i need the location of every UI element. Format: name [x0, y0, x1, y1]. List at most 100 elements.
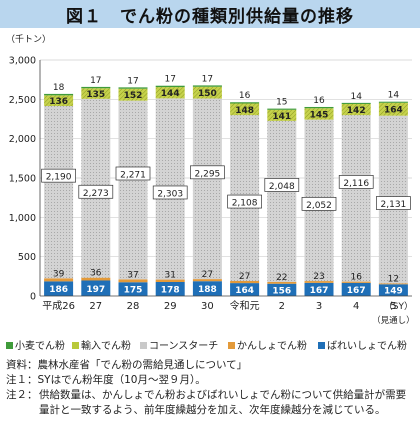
- title-bar: [0, 0, 420, 28]
- y-tick-label: 500: [18, 252, 36, 263]
- bar-segment-potato: [81, 280, 111, 296]
- bar-segment-potato: [304, 282, 334, 296]
- data-label-box-cornstarch: [301, 196, 337, 211]
- data-label-box-cornstarch: [152, 185, 188, 200]
- bar-segment-sweet-potato: [341, 281, 371, 283]
- bar-segment-potato: [155, 281, 185, 296]
- bar-segment-wheat: [192, 85, 222, 87]
- data-label-wheat: 18: [53, 83, 65, 93]
- data-label-imported: 142: [347, 106, 366, 116]
- x-tick-label: 2: [279, 301, 285, 312]
- data-label-sweet-potato: 23: [313, 272, 324, 282]
- y-tick-label: 1,000: [9, 213, 36, 224]
- data-label-box-cornstarch: [41, 168, 76, 183]
- bar-segment-wheat: [304, 106, 334, 109]
- bar-segment-sweet-potato: [267, 281, 297, 284]
- bar-segment-sweet-potato: [230, 280, 260, 284]
- bar-segment-wheat: [44, 93, 74, 96]
- data-label-imported: 135: [86, 90, 105, 100]
- data-label-potato: 178: [161, 285, 180, 295]
- data-label-wheat: 15: [276, 98, 287, 108]
- bar-segment-sweet-potato: [118, 279, 148, 283]
- bar-segment-cornstarch: [267, 120, 297, 282]
- legend-item-potato: ばれいしょでん粉: [318, 337, 407, 352]
- bar-segment-wheat: [230, 102, 260, 104]
- note-2-head: 注２：: [6, 389, 38, 401]
- data-label-potato: 197: [86, 285, 105, 295]
- x-tick-label: 平成26: [42, 300, 75, 312]
- chart-title: 図１ でん粉の種類別供給量の推移: [66, 7, 354, 27]
- y-tick-label: 0: [30, 292, 36, 303]
- note-1: 注１：SYはでん粉年度（10月～翌９月）。: [6, 374, 206, 386]
- data-label-wheat: 17: [127, 76, 138, 86]
- data-label-cornstarch: 2,116: [343, 179, 369, 189]
- data-label-wheat: 14: [388, 91, 400, 101]
- y-tick-label: 1,500: [9, 174, 36, 185]
- bar-segment-imported: [341, 103, 371, 116]
- legend-swatch: [318, 342, 325, 349]
- bar-segment-potato: [44, 281, 74, 296]
- bar-segment-sweet-potato: [378, 283, 408, 285]
- data-label-potato: 167: [347, 286, 366, 296]
- data-label-sweet-potato: 16: [350, 273, 362, 283]
- data-label-imported: 164: [384, 106, 403, 116]
- data-label-cornstarch: 2,190: [46, 173, 72, 183]
- data-label-wheat: 16: [239, 91, 251, 101]
- data-label-cornstarch: 2,048: [269, 182, 295, 192]
- bar-segment-cornstarch: [118, 100, 148, 280]
- data-label-box-cornstarch: [264, 178, 300, 192]
- source-note: 資料：農林水産省「でん粉の需給見通しについて」: [6, 359, 248, 371]
- stacked-bar-chart: 186392,19013618197362,27313517175372,271…: [6, 34, 415, 326]
- bar-segment-imported: [44, 95, 74, 107]
- data-label-sweet-potato: 22: [276, 273, 287, 283]
- data-label-imported: 136: [49, 97, 68, 107]
- bar-segment-sweet-potato: [304, 281, 334, 283]
- bar-segment-potato: [341, 282, 371, 296]
- bar-segment-wheat: [341, 102, 371, 104]
- bar-segment-imported: [267, 109, 297, 121]
- bar-segment-wheat: [378, 101, 408, 103]
- x-tick-label: 3: [316, 301, 322, 312]
- bar-segment-potato: [230, 283, 260, 296]
- data-label-imported: 144: [161, 89, 180, 99]
- y-tick-label: 2,000: [9, 134, 36, 145]
- legend-item-imported: 輸入でん粉: [72, 337, 131, 352]
- note-2-body: 供給数量は、かんしょでん粉およびばれいしょでん粉について供給量計が需要量計と一致…: [39, 389, 407, 416]
- data-label-imported: 145: [310, 110, 329, 120]
- data-label-imported: 152: [124, 91, 143, 101]
- legend-swatch: [228, 342, 235, 349]
- data-label-cornstarch: 2,271: [120, 170, 146, 180]
- data-label-cornstarch: 2,052: [306, 201, 332, 211]
- data-label-wheat: 17: [202, 74, 213, 84]
- bar-segment-potato: [378, 284, 408, 296]
- data-label-cornstarch: 2,108: [232, 199, 258, 209]
- bar-segment-potato: [192, 281, 222, 296]
- bar-segment-cornstarch: [192, 98, 222, 280]
- data-label-wheat: 14: [350, 92, 362, 102]
- legend-item-sweet-potato: かんしょでん粉: [228, 337, 307, 352]
- bar-segment-imported: [192, 86, 222, 99]
- data-label-sweet-potato: 12: [388, 274, 399, 284]
- bar-segment-sweet-potato: [44, 278, 74, 282]
- legend-swatch: [140, 342, 147, 349]
- data-label-box-cornstarch: [190, 165, 225, 180]
- data-label-imported: 148: [235, 106, 254, 116]
- bar-segment-imported: [155, 87, 185, 99]
- bar-segment-imported: [118, 88, 148, 101]
- bar-segment-sweet-potato: [81, 277, 111, 281]
- bar-segment-cornstarch: [341, 115, 371, 282]
- data-label-sweet-potato: 27: [239, 272, 250, 282]
- data-label-potato: 167: [310, 286, 329, 296]
- x-tick-label: 29: [164, 301, 177, 312]
- data-label-potato: 156: [272, 286, 291, 296]
- data-label-box-cornstarch: [376, 196, 411, 210]
- data-label-potato: 164: [235, 286, 254, 296]
- bar-segment-imported: [230, 103, 260, 116]
- bar-segment-wheat: [81, 86, 111, 89]
- data-label-wheat: 17: [90, 76, 101, 86]
- bar-segment-sweet-potato: [155, 279, 185, 282]
- data-label-sweet-potato: 36: [90, 269, 102, 279]
- x-tick-sublabel: （見通し）: [372, 315, 415, 326]
- bar-segment-wheat: [118, 87, 148, 89]
- bar-segment-imported: [378, 102, 408, 116]
